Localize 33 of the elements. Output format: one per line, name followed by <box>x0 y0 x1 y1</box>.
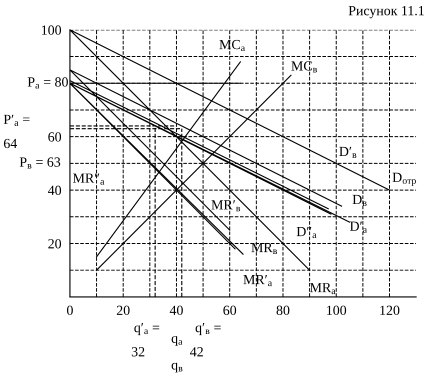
annotation: MR″$_{а}$ <box>72 174 104 185</box>
annotation: D$_{отр}$ <box>392 172 416 186</box>
y-tick-label: 20 <box>48 239 62 248</box>
text: q′$_{в}$ = <box>196 323 221 336</box>
x-tick-label: 60 <box>223 306 236 316</box>
annotation: D′$_{в}$ <box>339 146 356 158</box>
y-tick-label: 40 <box>48 186 62 196</box>
text: q$_{а}$ <box>172 336 182 346</box>
text: P$_{в}$ = 63 <box>20 157 60 169</box>
text: P′$_{а}$ = <box>4 114 30 126</box>
annotation: MC$_{в}$ <box>291 61 317 72</box>
x-tick-label: 120 <box>380 306 400 316</box>
x-tick-label: 80 <box>276 306 290 316</box>
annotation: D′$_{а}$ <box>350 222 367 233</box>
x-tick-label: 100 <box>327 306 346 316</box>
annotation: MR$_{а}$ <box>310 283 336 294</box>
y-tick-label: 60 <box>48 132 62 142</box>
text: q′$_{а}$ = <box>134 323 160 336</box>
text: 42 <box>190 347 203 356</box>
chart-title: Рисунок 11.1 <box>348 6 424 18</box>
text: P$_{а}$ = 80 <box>28 77 68 89</box>
annotation: D″$_{а}$ <box>296 226 316 238</box>
x-tick-label: 40 <box>170 306 183 316</box>
annotation: MR′$_{в}$ <box>211 200 240 212</box>
text: 64 <box>4 138 18 148</box>
annotation: MC$_{а}$ <box>219 40 245 52</box>
annotation: MR′$_{а}$ <box>243 275 272 286</box>
text: q$_{в}$ <box>172 362 182 372</box>
x-tick-label: 0 <box>66 306 73 316</box>
text: 32 <box>132 347 144 356</box>
annotation: D$_{в}$ <box>352 194 367 206</box>
x-tick-label: 20 <box>116 306 130 316</box>
y-tick-label: 100 <box>42 25 62 35</box>
